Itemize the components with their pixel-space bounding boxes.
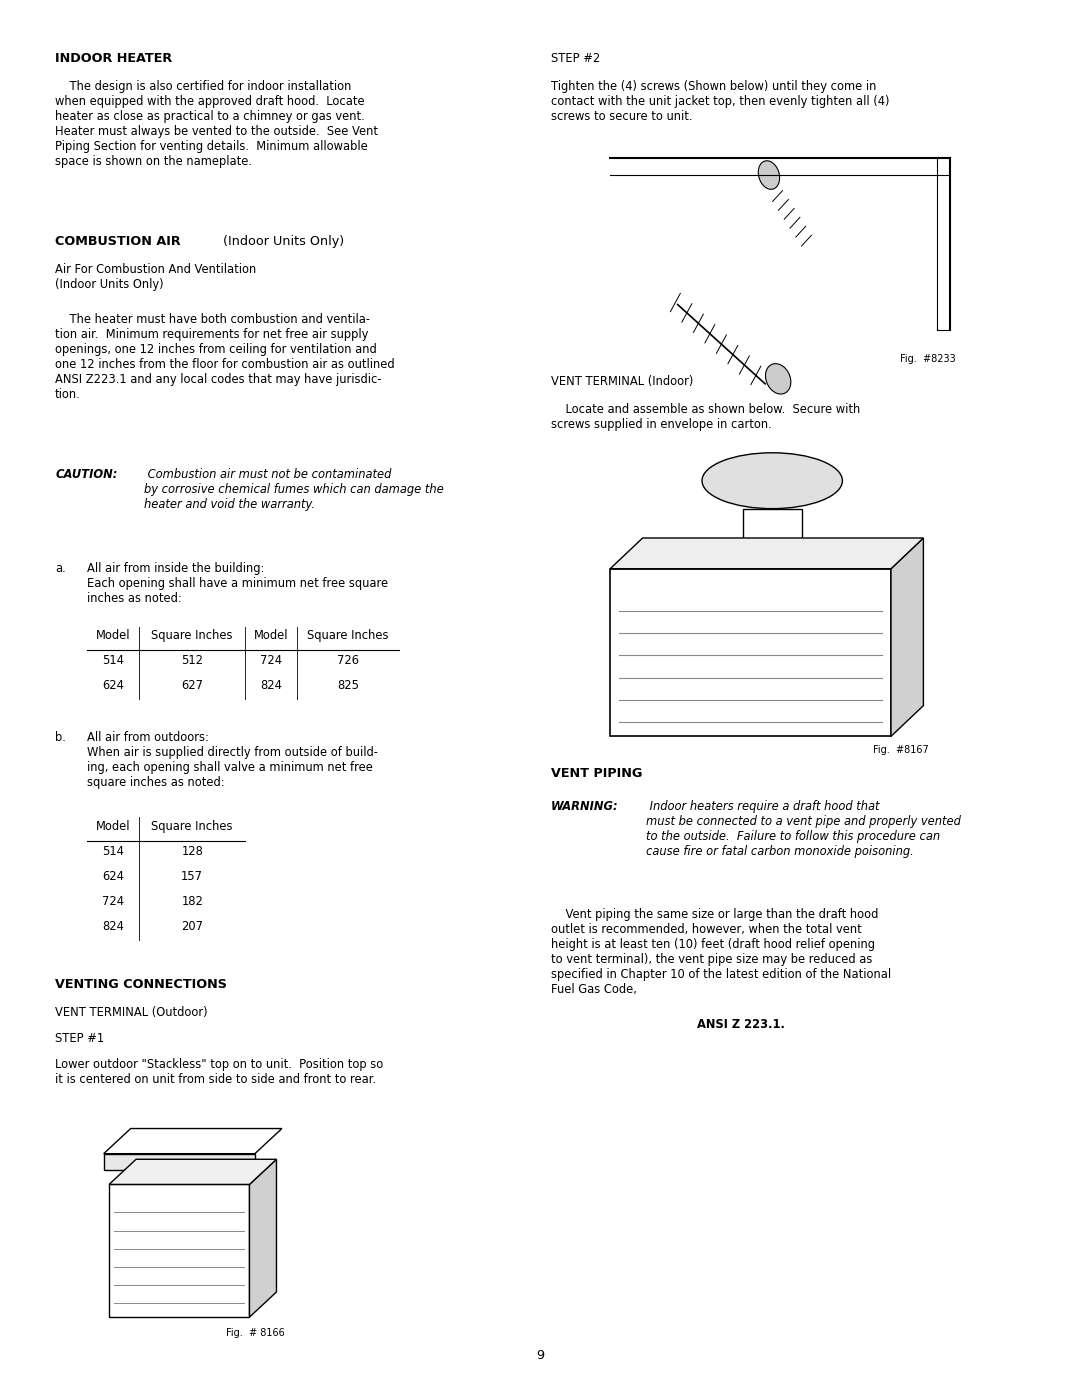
Text: Indoor heaters require a draft hood that
must be connected to a vent pipe and pr: Indoor heaters require a draft hood that… bbox=[646, 799, 961, 858]
Text: a.: a. bbox=[55, 562, 66, 576]
Text: b.: b. bbox=[55, 732, 66, 745]
Bar bbox=[743, 509, 802, 557]
Text: CAUTION:: CAUTION: bbox=[55, 468, 118, 482]
Text: Lower outdoor "Stackless" top on to unit.  Position top so
it is centered on uni: Lower outdoor "Stackless" top on to unit… bbox=[55, 1058, 383, 1085]
Polygon shape bbox=[104, 1129, 282, 1154]
Bar bbox=[610, 569, 891, 736]
Text: 157: 157 bbox=[181, 870, 203, 883]
Text: 624: 624 bbox=[103, 870, 124, 883]
Bar bbox=[109, 1185, 249, 1317]
Text: Vent piping the same size or large than the draft hood
outlet is recommended, ho: Vent piping the same size or large than … bbox=[551, 908, 891, 996]
Ellipse shape bbox=[702, 453, 842, 509]
Text: Fig.  # 8166: Fig. # 8166 bbox=[226, 1329, 284, 1338]
Text: Model: Model bbox=[96, 820, 131, 833]
Text: Air For Combustion And Ventilation
(Indoor Units Only): Air For Combustion And Ventilation (Indo… bbox=[55, 263, 256, 292]
Text: All air from inside the building:
Each opening shall have a minimum net free squ: All air from inside the building: Each o… bbox=[87, 562, 389, 605]
Text: 724: 724 bbox=[103, 895, 124, 908]
Text: 724: 724 bbox=[260, 654, 282, 668]
Text: 726: 726 bbox=[337, 654, 359, 668]
Polygon shape bbox=[109, 1160, 276, 1185]
Polygon shape bbox=[104, 1154, 255, 1171]
Polygon shape bbox=[891, 538, 923, 736]
Ellipse shape bbox=[766, 363, 791, 394]
Text: WARNING:: WARNING: bbox=[551, 799, 619, 813]
Text: 624: 624 bbox=[103, 679, 124, 693]
Text: 182: 182 bbox=[181, 895, 203, 908]
Text: Combustion air must not be contaminated
by corrosive chemical fumes which can da: Combustion air must not be contaminated … bbox=[144, 468, 444, 511]
Text: 512: 512 bbox=[181, 654, 203, 668]
Text: VENT PIPING: VENT PIPING bbox=[551, 767, 643, 780]
Text: STEP #1: STEP #1 bbox=[55, 1032, 104, 1045]
Text: INDOOR HEATER: INDOOR HEATER bbox=[55, 52, 172, 64]
Text: (Indoor Units Only): (Indoor Units Only) bbox=[219, 235, 345, 249]
Ellipse shape bbox=[758, 161, 780, 190]
Text: Tighten the (4) screws (Shown below) until they come in
contact with the unit ja: Tighten the (4) screws (Shown below) unt… bbox=[551, 80, 889, 123]
Text: 514: 514 bbox=[103, 654, 124, 668]
Text: Fig.  #8233: Fig. #8233 bbox=[900, 353, 956, 363]
Polygon shape bbox=[610, 538, 923, 569]
Text: VENT TERMINAL (Outdoor): VENT TERMINAL (Outdoor) bbox=[55, 1006, 207, 1018]
Text: ANSI Z 223.1.: ANSI Z 223.1. bbox=[697, 1017, 784, 1031]
Text: Model: Model bbox=[254, 630, 288, 643]
Text: VENT TERMINAL (Indoor): VENT TERMINAL (Indoor) bbox=[551, 374, 693, 388]
Text: 128: 128 bbox=[181, 845, 203, 858]
Polygon shape bbox=[249, 1160, 276, 1317]
Text: Square Inches: Square Inches bbox=[151, 630, 233, 643]
Text: 627: 627 bbox=[181, 679, 203, 693]
Text: 824: 824 bbox=[103, 919, 124, 933]
Text: The design is also certified for indoor installation
when equipped with the appr: The design is also certified for indoor … bbox=[55, 80, 378, 168]
Text: The heater must have both combustion and ventila-
tion air.  Minimum requirement: The heater must have both combustion and… bbox=[55, 313, 394, 401]
Text: 207: 207 bbox=[181, 919, 203, 933]
Text: Square Inches: Square Inches bbox=[151, 820, 233, 833]
Text: All air from outdoors:
When air is supplied directly from outside of build-
ing,: All air from outdoors: When air is suppl… bbox=[87, 732, 378, 789]
Text: Locate and assemble as shown below.  Secure with
screws supplied in envelope in : Locate and assemble as shown below. Secu… bbox=[551, 402, 860, 430]
Ellipse shape bbox=[743, 548, 802, 567]
Text: 825: 825 bbox=[337, 679, 359, 693]
Text: COMBUSTION AIR: COMBUSTION AIR bbox=[55, 235, 180, 249]
Text: Model: Model bbox=[96, 630, 131, 643]
Text: 9: 9 bbox=[536, 1350, 544, 1362]
Text: STEP #2: STEP #2 bbox=[551, 52, 600, 64]
Text: VENTING CONNECTIONS: VENTING CONNECTIONS bbox=[55, 978, 227, 990]
Text: Square Inches: Square Inches bbox=[307, 630, 389, 643]
Text: 824: 824 bbox=[260, 679, 282, 693]
Text: 514: 514 bbox=[103, 845, 124, 858]
Text: Fig.  #8167: Fig. #8167 bbox=[873, 745, 929, 754]
